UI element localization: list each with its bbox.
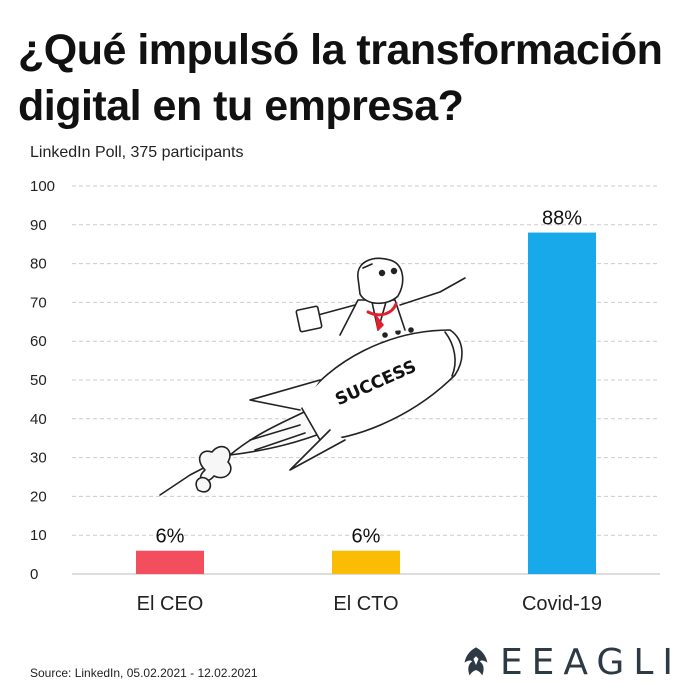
y-tick-label: 0: [30, 566, 38, 583]
brand-logo: EEAGLI: [462, 636, 682, 688]
y-tick-label: 100: [30, 178, 55, 195]
y-tick-label: 40: [30, 411, 47, 428]
data-label: 88%: [542, 208, 582, 230]
brand-name: EEAGLI: [499, 641, 682, 683]
y-tick-label: 70: [30, 294, 47, 311]
y-tick-label: 90: [30, 217, 47, 234]
data-label: 6%: [352, 526, 381, 548]
chart-title: ¿Qué impulsó la transformación digital e…: [18, 26, 663, 130]
y-axis-ticks: 0 10 20 30 40 50 60 70 80 90 100: [30, 178, 55, 583]
y-tick-label: 20: [30, 488, 47, 505]
source-note: Source: LinkedIn, 05.02.2021 - 12.02.202…: [30, 666, 258, 680]
y-tick-label: 30: [30, 450, 47, 467]
data-label: 6%: [156, 526, 185, 548]
y-tick-label: 80: [30, 256, 47, 273]
category-labels: El CEO El CTO Covid-19: [137, 593, 602, 615]
category-label: Covid-19: [522, 593, 602, 615]
data-labels: 6% 6% 88%: [156, 208, 583, 548]
y-tick-label: 50: [30, 372, 47, 389]
bar: [528, 232, 596, 574]
bar: [332, 550, 400, 574]
bar: [136, 550, 204, 574]
eagle-icon: [464, 647, 488, 676]
category-label: El CTO: [333, 593, 398, 615]
y-tick-label: 10: [30, 527, 47, 544]
y-tick-label: 60: [30, 333, 47, 350]
chart-subtitle: LinkedIn Poll, 375 participants: [30, 144, 244, 161]
bars: [136, 232, 596, 574]
category-label: El CEO: [137, 593, 204, 615]
rocket-illustration: [159, 257, 466, 496]
